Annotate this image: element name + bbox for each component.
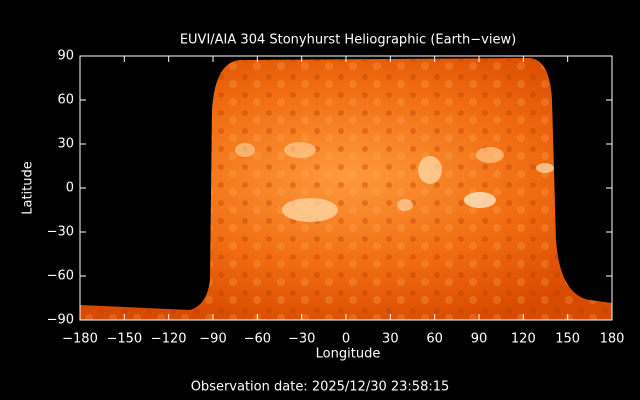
y-tick-label: −60 — [47, 269, 74, 284]
x-tick-label: 60 — [426, 332, 443, 347]
x-tick-label: 0 — [342, 332, 350, 347]
x-tick-label: 30 — [382, 332, 399, 347]
chart-title: EUVI/AIA 304 Stonyhurst Heliographic (Ea… — [180, 33, 516, 48]
x-tick-label: 120 — [511, 332, 536, 347]
x-tick-label: −90 — [199, 332, 226, 347]
x-tick-label: 180 — [600, 332, 625, 347]
y-axis-label: Latitude — [21, 161, 36, 215]
solar-image — [80, 58, 612, 320]
x-tick-label: −30 — [288, 332, 315, 347]
x-tick-label: 90 — [471, 332, 488, 347]
y-tick-label: 60 — [57, 93, 74, 108]
x-tick-label: −60 — [244, 332, 271, 347]
x-tick-label: 150 — [555, 332, 580, 347]
x-tick-label: −150 — [106, 332, 142, 347]
annotation: Observation date: 2025/12/30 23:58:15 — [191, 380, 450, 395]
y-tick-label: 0 — [66, 181, 74, 196]
y-tick-label: −90 — [47, 313, 74, 328]
x-tick-label: −180 — [62, 332, 98, 347]
y-tick-label: −30 — [47, 225, 74, 240]
y-tick-label: 30 — [57, 137, 74, 152]
x-tick-label: −120 — [151, 332, 187, 347]
y-tick-label: 90 — [57, 49, 74, 64]
x-axis-label: Longitude — [316, 347, 381, 362]
